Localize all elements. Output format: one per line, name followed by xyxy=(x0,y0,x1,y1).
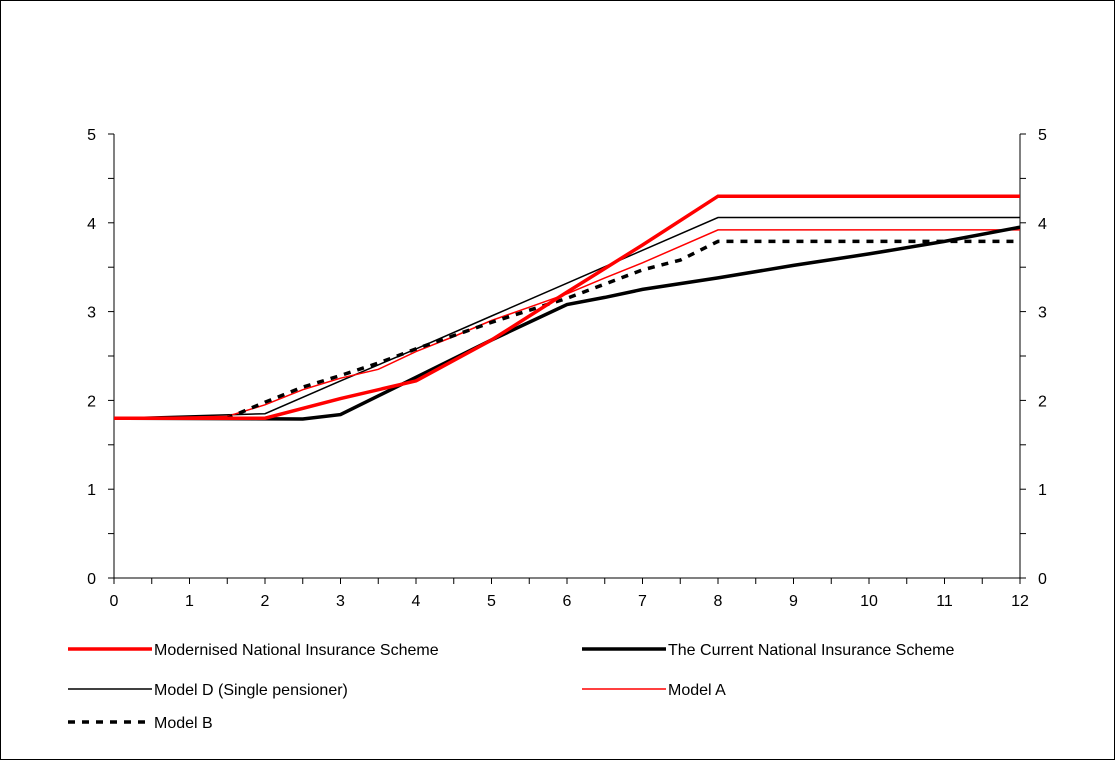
y-tick-label-left: 2 xyxy=(87,393,96,410)
y-tick-label-right: 5 xyxy=(1038,127,1047,144)
y-tick-label-right: 2 xyxy=(1038,393,1047,410)
x-tick-label: 3 xyxy=(336,593,345,610)
legend-label: Model A xyxy=(668,682,726,699)
series-line-2 xyxy=(113,216,1020,419)
x-tick-label: 4 xyxy=(412,593,421,610)
y-tick-label-left: 0 xyxy=(87,571,96,588)
legend-label: Model B xyxy=(154,715,213,732)
series-line-4 xyxy=(114,239,1020,420)
y-tick-label-right: 0 xyxy=(1038,571,1047,588)
series-line-3 xyxy=(113,229,1020,419)
y-tick-label-right: 3 xyxy=(1038,305,1047,322)
x-tick-label: 6 xyxy=(563,593,572,610)
y-tick-label-right: 4 xyxy=(1038,216,1047,233)
x-tick-label: 11 xyxy=(936,593,953,610)
x-tick-label: 9 xyxy=(789,593,798,610)
x-tick-label: 12 xyxy=(1011,593,1029,610)
legend-label: The Current National Insurance Scheme xyxy=(668,642,954,659)
y-tick-label-left: 1 xyxy=(87,482,96,499)
x-tick-label: 0 xyxy=(110,593,119,610)
x-tick-label: 5 xyxy=(487,593,496,610)
x-tick-label: 7 xyxy=(638,593,647,610)
series-line-0 xyxy=(114,194,1020,420)
x-tick-label: 10 xyxy=(860,593,878,610)
legend-label: Model D (Single pensioner) xyxy=(154,682,348,699)
y-tick-label-left: 3 xyxy=(87,305,96,322)
legend: Modernised National Insurance Scheme The … xyxy=(68,642,954,732)
x-tick-label: 1 xyxy=(185,593,194,610)
x-tick-label: 2 xyxy=(261,593,270,610)
series-line-1 xyxy=(113,225,1021,421)
series-layer xyxy=(113,194,1021,421)
y-tick-label-left: 4 xyxy=(87,216,96,233)
legend-label: Modernised National Insurance Scheme xyxy=(154,642,439,659)
y-tick-label-left: 5 xyxy=(87,127,96,144)
y-tick-label-right: 1 xyxy=(1038,482,1047,499)
x-tick-label: 8 xyxy=(714,593,723,610)
